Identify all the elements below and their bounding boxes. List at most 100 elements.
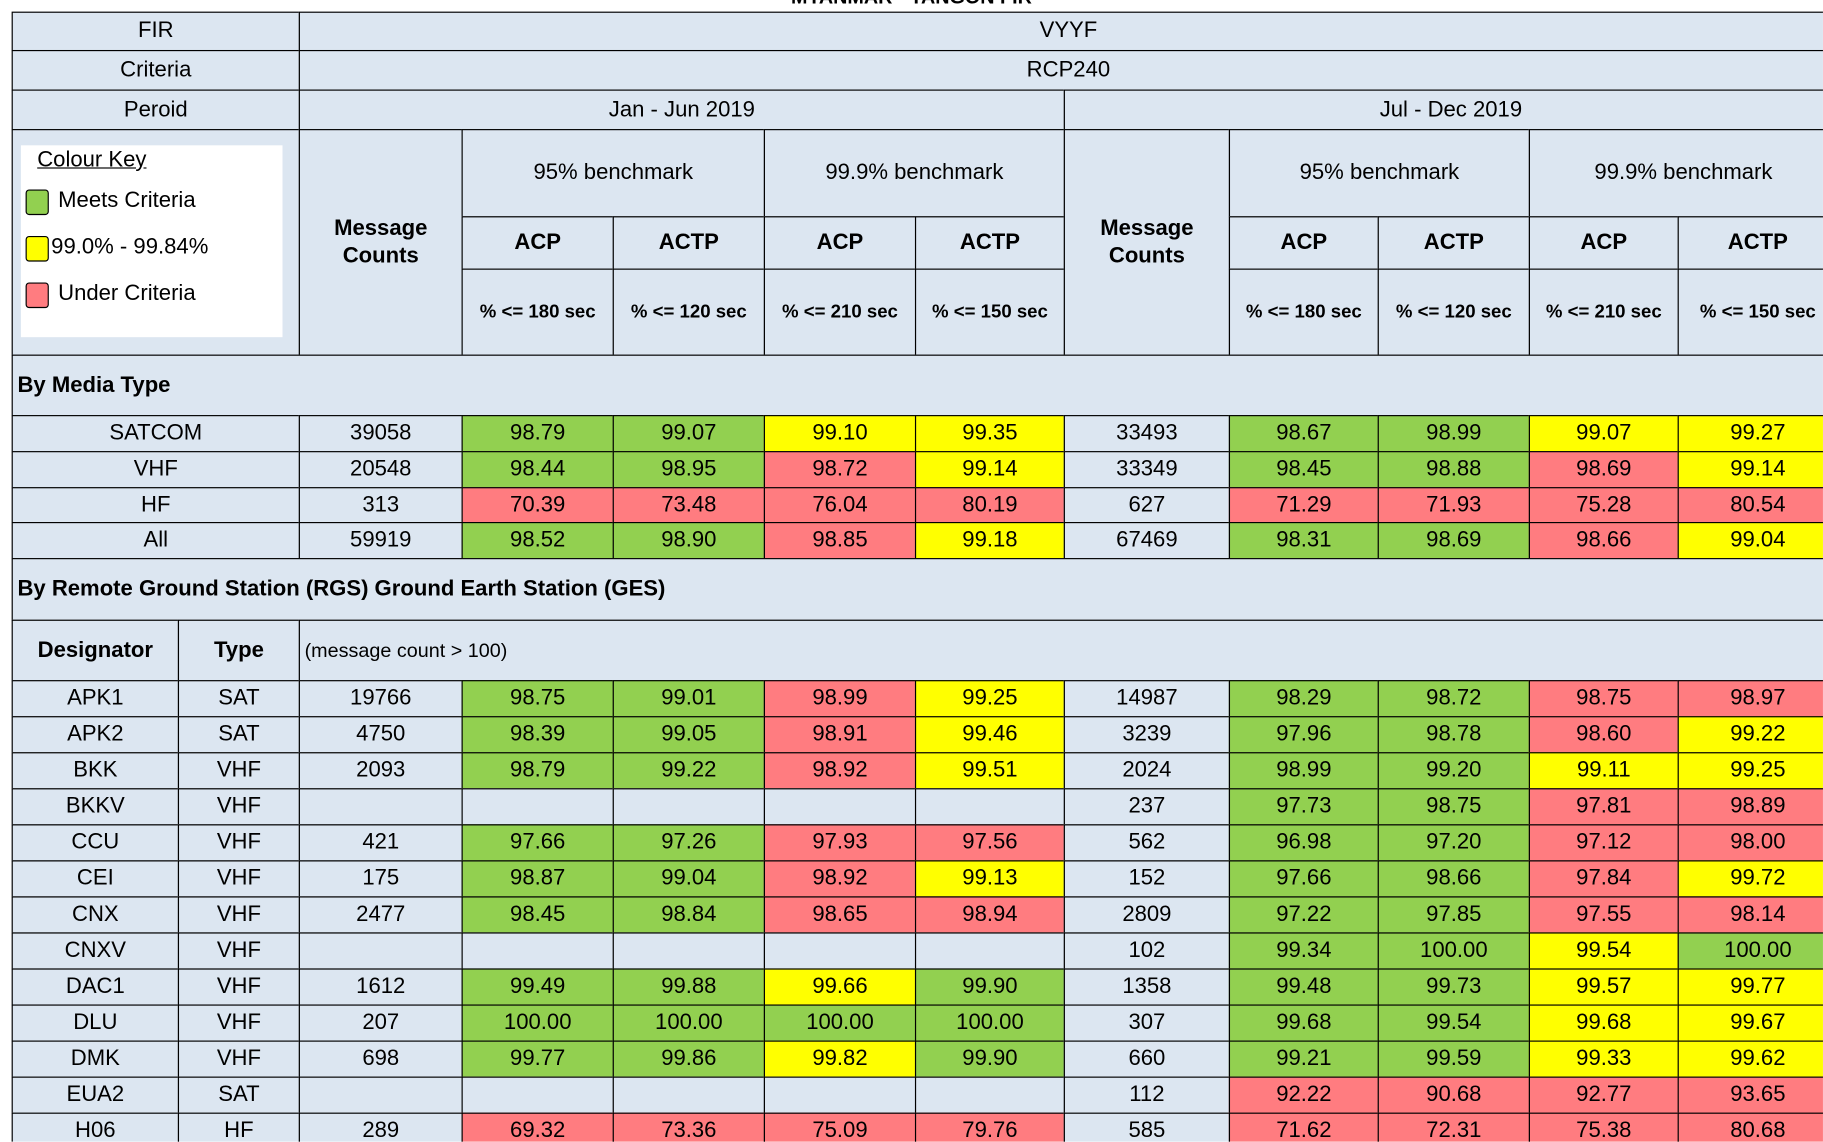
value-cell: 97.81 [1528, 788, 1679, 826]
row-label: APK1 [11, 680, 180, 718]
value-cell: 99.90 [914, 1040, 1065, 1078]
value-cell: 98.72 [763, 451, 917, 489]
value-cell: 98.78 [1377, 716, 1530, 754]
value-cell [914, 788, 1065, 826]
value-cell: 98.87 [461, 860, 614, 898]
value-cell: 90.68 [1377, 1076, 1530, 1114]
value-cell [461, 932, 614, 970]
value-cell: 97.73 [1228, 788, 1379, 826]
value-cell: 152 [1063, 860, 1231, 898]
value-cell [763, 932, 917, 970]
column-header: ACTP [1377, 216, 1530, 270]
value-cell: 69.32 [461, 1112, 614, 1142]
value-cell: 2093 [298, 752, 463, 790]
row-type: SAT [177, 716, 300, 754]
value-cell: 99.62 [1677, 1040, 1823, 1078]
row-type: VHF [177, 1040, 300, 1078]
value-cell [914, 932, 1065, 970]
value-cell: 97.96 [1228, 716, 1379, 754]
column-header: % <= 120 sec [612, 268, 765, 356]
section-title: By Media Type [11, 354, 1823, 417]
value-cell: 99.14 [914, 451, 1065, 489]
row-label: HF [11, 487, 300, 524]
column-header: Message Counts [298, 129, 463, 356]
value-cell: 100.00 [914, 1004, 1065, 1042]
value-cell: 98.66 [1528, 522, 1679, 560]
value-cell: 98.90 [612, 522, 765, 560]
value-cell: 98.75 [1528, 680, 1679, 718]
value-cell: 2809 [1063, 896, 1231, 934]
value-cell: 112 [1063, 1076, 1231, 1114]
value-cell: 1612 [298, 968, 463, 1006]
value-cell: 98.45 [461, 896, 614, 934]
value-cell: 99.82 [763, 1040, 917, 1078]
value-cell: 97.85 [1377, 896, 1530, 934]
value-cell: 98.65 [763, 896, 917, 934]
value-cell [763, 788, 917, 826]
value-cell: 92.77 [1528, 1076, 1679, 1114]
value-cell: 99.13 [914, 860, 1065, 898]
value-cell: 98.60 [1528, 716, 1679, 754]
value-cell: 20548 [298, 451, 463, 489]
value-cell: 99.57 [1528, 968, 1679, 1006]
value-cell: 99.34 [1228, 932, 1379, 970]
row-type: SAT [177, 680, 300, 718]
value-cell: 102 [1063, 932, 1231, 970]
value-cell: 99.22 [612, 752, 765, 790]
value-cell: 98.89 [1677, 788, 1823, 826]
value-cell: 99.90 [914, 968, 1065, 1006]
value-cell: 97.84 [1528, 860, 1679, 898]
value-cell: 98.39 [461, 716, 614, 754]
value-cell: 73.48 [612, 487, 765, 524]
row-label: BKK [11, 752, 180, 790]
column-header: % <= 150 sec [1677, 268, 1823, 356]
value-cell: 98.91 [763, 716, 917, 754]
column-header: % <= 120 sec [1377, 268, 1530, 356]
value-cell: 98.84 [612, 896, 765, 934]
value-cell: 98.97 [1677, 680, 1823, 718]
value-cell: 99.73 [1377, 968, 1530, 1006]
row-label: DAC1 [11, 968, 180, 1006]
value-cell [763, 1076, 917, 1114]
value-cell: 75.28 [1528, 487, 1679, 524]
value-cell: 99.54 [1377, 1004, 1530, 1042]
value-cell [298, 788, 463, 826]
value-cell: 99.48 [1228, 968, 1379, 1006]
value-cell: 627 [1063, 487, 1231, 524]
value-cell: 67469 [1063, 522, 1231, 560]
value-cell: 92.22 [1228, 1076, 1379, 1114]
row-label: All [11, 522, 300, 560]
column-header: Message Counts [1063, 129, 1231, 356]
value-cell [298, 1076, 463, 1114]
value-cell: 99.22 [1677, 716, 1823, 754]
value-cell: 99.10 [763, 415, 917, 453]
value-cell: 98.44 [461, 451, 614, 489]
value-cell: 97.26 [612, 824, 765, 862]
value-cell: 99.11 [1528, 752, 1679, 790]
value-cell: 4750 [298, 716, 463, 754]
value-cell: 97.66 [461, 824, 614, 862]
value-cell: 98.79 [461, 415, 614, 453]
colour-key-label: Under Criteria [58, 281, 196, 306]
colour-key-label: 99.0% - 99.84% [51, 234, 209, 260]
value-cell: 100.00 [1377, 932, 1530, 970]
cell: Jul - Dec 2019 [1063, 89, 1823, 131]
value-cell: 96.98 [1228, 824, 1379, 862]
row-type: HF [177, 1112, 300, 1142]
colour-key-title: Colour Key [37, 147, 147, 173]
column-header: Type [177, 619, 300, 682]
row-type: VHF [177, 860, 300, 898]
column-header: 99.9% benchmark [1528, 129, 1823, 218]
section-title: By Remote Ground Station (RGS) Ground Ea… [11, 558, 1823, 621]
column-header: % <= 180 sec [1228, 268, 1379, 356]
value-cell: 100.00 [461, 1004, 614, 1042]
column-header: ACP [461, 216, 614, 270]
value-cell: 100.00 [763, 1004, 917, 1042]
value-cell: 98.95 [612, 451, 765, 489]
value-cell: 98.72 [1377, 680, 1530, 718]
value-cell: 99.77 [461, 1040, 614, 1078]
value-cell: 313 [298, 487, 463, 524]
value-cell: 175 [298, 860, 463, 898]
value-cell: 99.66 [763, 968, 917, 1006]
